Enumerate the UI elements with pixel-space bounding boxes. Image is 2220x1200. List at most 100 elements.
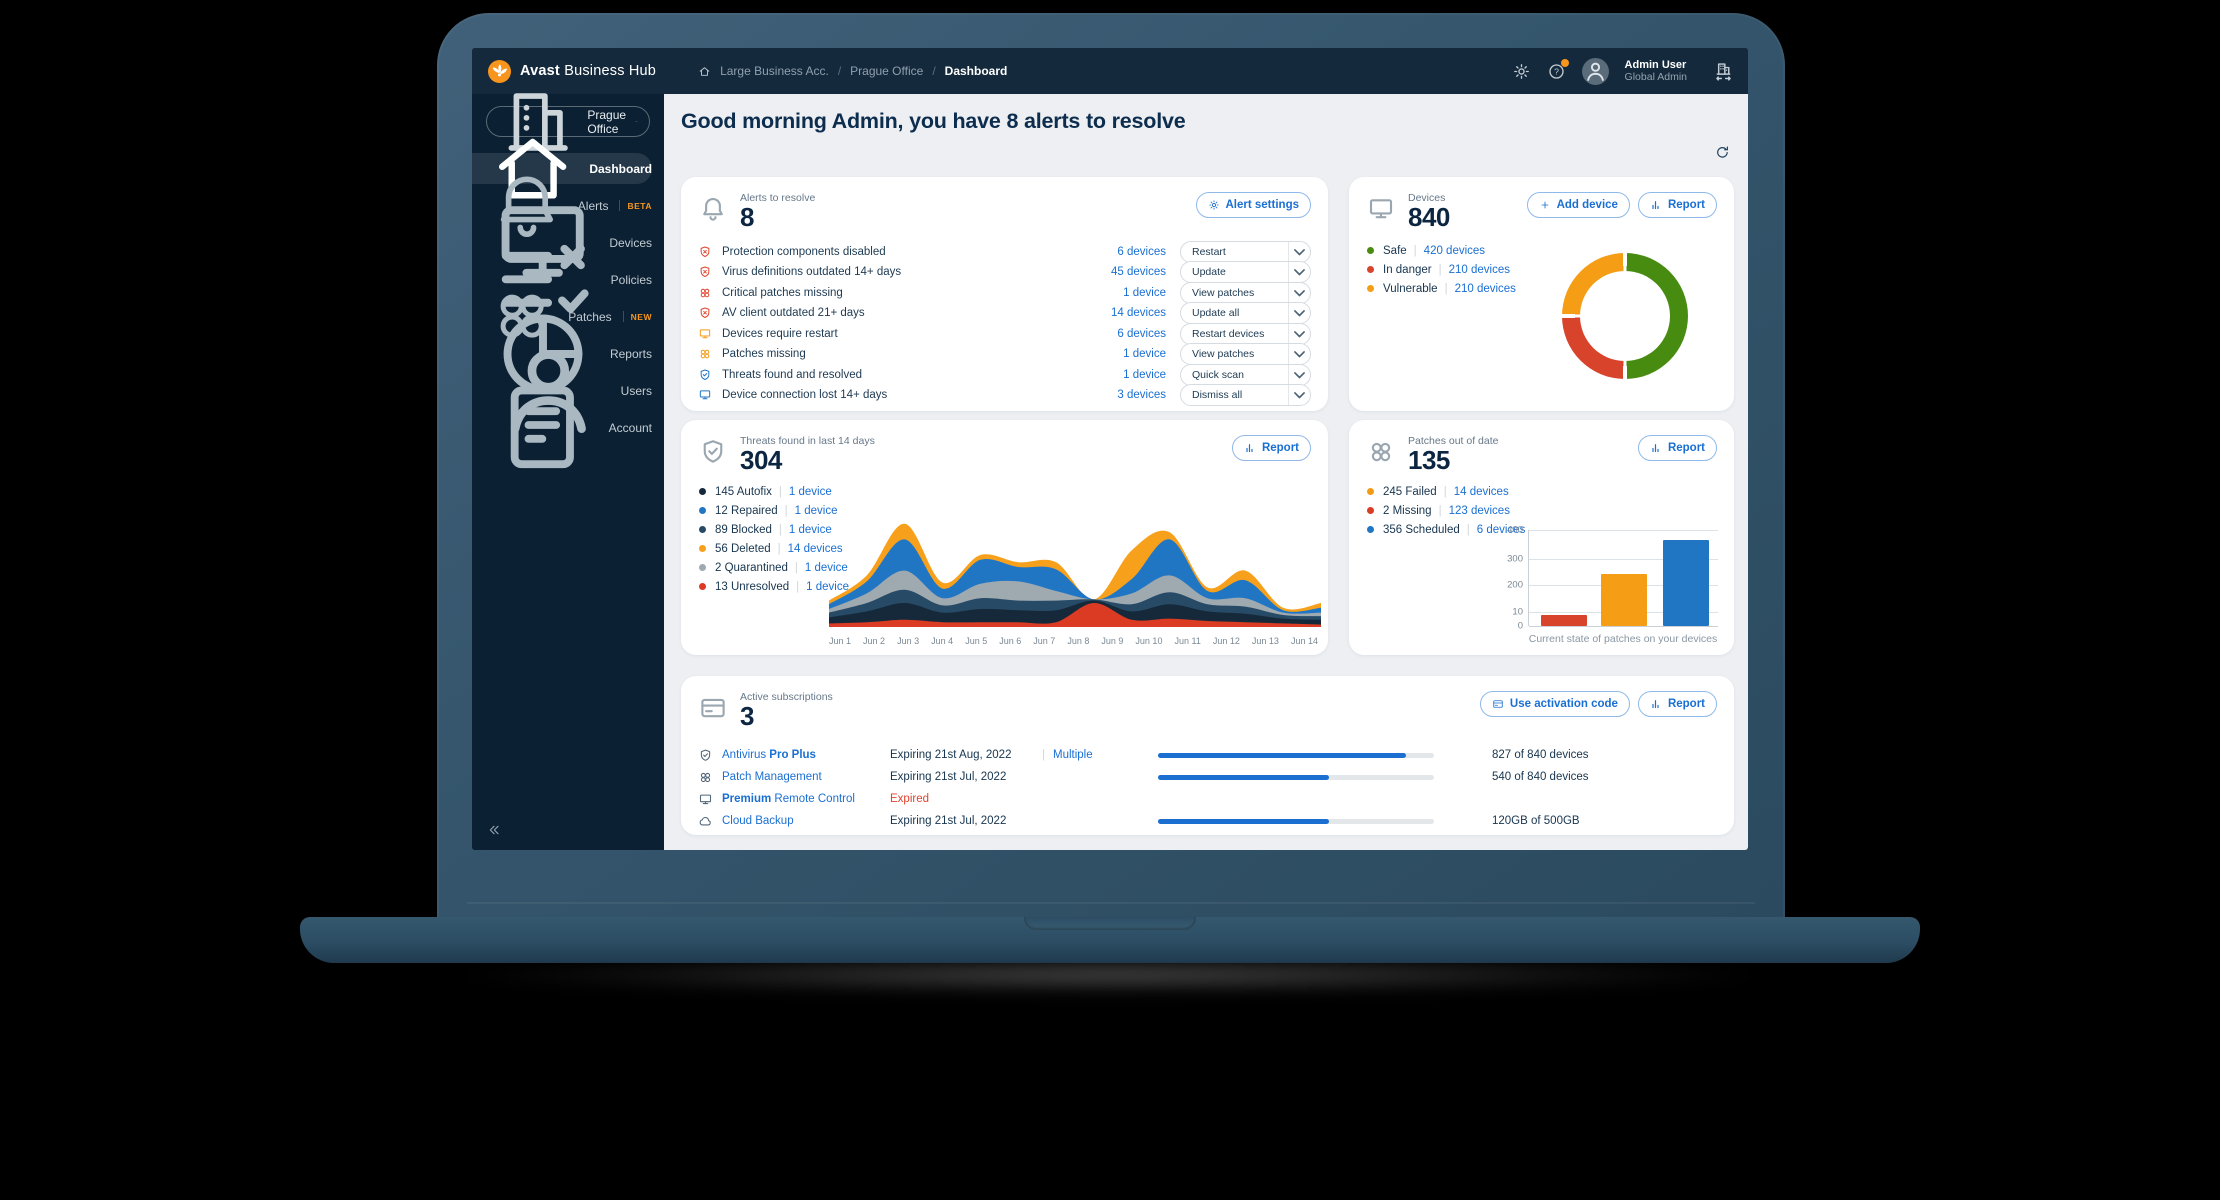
chevron-down-icon <box>1288 282 1310 303</box>
devices-link[interactable]: 6 devices <box>1476 523 1526 536</box>
patch-icon <box>1366 437 1396 467</box>
devices-link[interactable]: 210 devices <box>1454 282 1516 295</box>
report-button[interactable]: Report <box>1637 435 1717 461</box>
home-icon <box>698 65 711 78</box>
alert-action-dropdown[interactable]: Restart <box>1180 240 1311 263</box>
alert-devices-link[interactable]: 45 devices <box>1111 266 1166 279</box>
alert-label: Threats found and resolved <box>722 368 863 381</box>
org-switcher-icon[interactable] <box>1713 61 1734 82</box>
devices-link[interactable]: 1 device <box>788 485 832 498</box>
refresh-icon[interactable] <box>1714 144 1731 161</box>
avatar[interactable] <box>1581 57 1609 85</box>
subscription-name-link[interactable]: Antivirus Pro Plus <box>722 749 816 762</box>
legend-item: In danger | 210 devices <box>1367 260 1516 279</box>
shield-x-icon <box>698 265 712 279</box>
user-block[interactable]: Admin User Global Admin <box>1625 59 1687 84</box>
add-device-button[interactable]: Add device <box>1526 192 1630 218</box>
breadcrumb-site[interactable]: Prague Office <box>850 64 924 78</box>
sidebar-item-label: Account <box>608 420 652 435</box>
x-tick-label: Jun 8 <box>1067 636 1090 646</box>
sidebar-item-dashboard[interactable]: Dashboard <box>472 138 652 199</box>
alert-action-dropdown[interactable]: View patches <box>1180 281 1311 304</box>
breadcrumb-separator: / <box>837 64 842 78</box>
alert-devices-link[interactable]: 14 devices <box>1111 307 1166 320</box>
topbar: Avast Business Hub Large Business Acc. /… <box>472 48 1748 94</box>
settings-gear-icon[interactable] <box>1512 62 1531 81</box>
alerts-card: Alerts to resolve 8 Alert settings Prote… <box>681 177 1328 411</box>
sidebar-item-label: Reports <box>609 346 652 361</box>
site-selector-label: Prague Office <box>587 107 627 136</box>
alert-devices-link[interactable]: 1 device <box>1123 348 1166 361</box>
devices-link[interactable]: 14 devices <box>1453 485 1509 498</box>
x-tick-label: Jun 2 <box>863 636 886 646</box>
devices-link[interactable]: 123 devices <box>1448 504 1510 517</box>
report-button[interactable]: Report <box>1637 691 1717 717</box>
subscriptions-count: 3 <box>740 701 754 731</box>
subscription-progress <box>1158 818 1434 824</box>
legend-item: 2 Missing | 123 devices <box>1367 501 1525 520</box>
subscription-row: Cloud Backup Expiring 21st Jul, 2022 120GB… <box>698 810 1717 832</box>
alert-devices-link[interactable]: 1 device <box>1123 368 1166 381</box>
breadcrumb: Large Business Acc. / Prague Office / Da… <box>698 64 1007 78</box>
devices-link[interactable]: 210 devices <box>1448 263 1510 276</box>
brand-rest: Business Hub <box>564 63 657 79</box>
devices-link[interactable]: 1 device <box>806 580 849 593</box>
devices-link[interactable]: 14 devices <box>787 542 843 555</box>
alert-label: Virus definitions outdated 14+ days <box>722 266 902 279</box>
alert-action-dropdown[interactable]: Restart devices <box>1180 322 1311 345</box>
devices-link[interactable]: 1 device <box>794 504 838 517</box>
alert-action-dropdown[interactable]: Update <box>1180 261 1311 284</box>
subscription-extra[interactable]: | Multiple <box>1042 749 1093 762</box>
x-tick-label: Jun 3 <box>897 636 920 646</box>
use-activation-code-button[interactable]: Use activation code <box>1479 691 1630 717</box>
card-label: Devices <box>1408 192 1446 204</box>
alert-row: AV client outdated 21+ days 14 devices Upd… <box>698 302 1311 325</box>
patches-legend: 245 Failed | 14 devices 2 Missing | 123 devic… <box>1367 482 1525 539</box>
threats-legend: 145 Autofix | 1 device 12 Repaired | 1 device… <box>699 482 849 596</box>
threats-count: 304 <box>740 445 782 475</box>
threats-x-axis: Jun 1 Jun 2 Jun 3 Jun 4 Jun 5 Jun 6 Jun 7 Jun 8… <box>829 636 1318 646</box>
breadcrumb-current: Dashboard <box>944 64 1008 78</box>
gear-icon <box>1208 199 1220 211</box>
alert-devices-link[interactable]: 6 devices <box>1117 327 1166 340</box>
report-button[interactable]: Report <box>1637 192 1717 218</box>
devices-card: Devices 840 Add device Report <box>1349 177 1734 411</box>
legend-item: 356 Scheduled | 6 devices <box>1367 520 1525 539</box>
brand-text: Avast Business Hub <box>520 63 656 79</box>
sidebar-item-account[interactable]: Account <box>472 386 652 469</box>
shield-x-icon <box>698 245 712 259</box>
card-icon <box>1492 698 1504 710</box>
alert-action-dropdown[interactable]: Dismiss all <box>1180 384 1311 407</box>
sidebar-item-alerts[interactable]: Alerts BETA <box>472 176 652 237</box>
chevron-down-icon <box>1288 385 1310 406</box>
chevron-down-icon <box>1288 303 1310 324</box>
user-name: Admin User <box>1624 58 1687 71</box>
subscription-usage: 120GB of 500GB <box>1492 815 1580 828</box>
alert-action-dropdown[interactable]: Quick scan <box>1180 363 1311 386</box>
alert-action-dropdown[interactable]: Update all <box>1180 302 1311 325</box>
report-button[interactable]: Report <box>1231 435 1311 461</box>
devices-link[interactable]: 1 device <box>804 561 848 574</box>
threats-card: Threats found in last 14 days 304 Report… <box>681 420 1328 655</box>
breadcrumb-account[interactable]: Large Business Acc. <box>720 64 829 78</box>
svg-text:?: ? <box>1554 66 1559 76</box>
monitor-icon <box>698 327 712 341</box>
alert-devices-link[interactable]: 3 devices <box>1117 389 1166 402</box>
devices-link[interactable]: 420 devices <box>1423 244 1486 257</box>
subscription-name-link[interactable]: Patch Management <box>722 771 822 784</box>
card-label: Alerts to resolve <box>740 192 816 204</box>
document-icon <box>487 372 598 483</box>
alert-devices-link[interactable]: 1 device <box>1123 286 1166 299</box>
help-icon[interactable]: ? <box>1547 58 1569 81</box>
alert-action-dropdown[interactable]: View patches <box>1180 343 1311 366</box>
devices-link[interactable]: 1 device <box>788 523 832 536</box>
subscription-name-link[interactable]: Premium Remote Control <box>722 793 855 806</box>
alert-devices-link[interactable]: 6 devices <box>1117 245 1166 258</box>
subscription-name-link[interactable]: Cloud Backup <box>722 815 794 828</box>
avast-logo-icon <box>488 59 511 83</box>
alert-settings-button[interactable]: Alert settings <box>1195 192 1311 218</box>
sidebar-collapse-icon[interactable] <box>486 822 502 838</box>
subscriptions-card: Active subscriptions 3 Use activation co… <box>681 676 1734 835</box>
y-tick-label: 0 <box>1517 620 1523 632</box>
alerts-count: 8 <box>740 202 754 232</box>
